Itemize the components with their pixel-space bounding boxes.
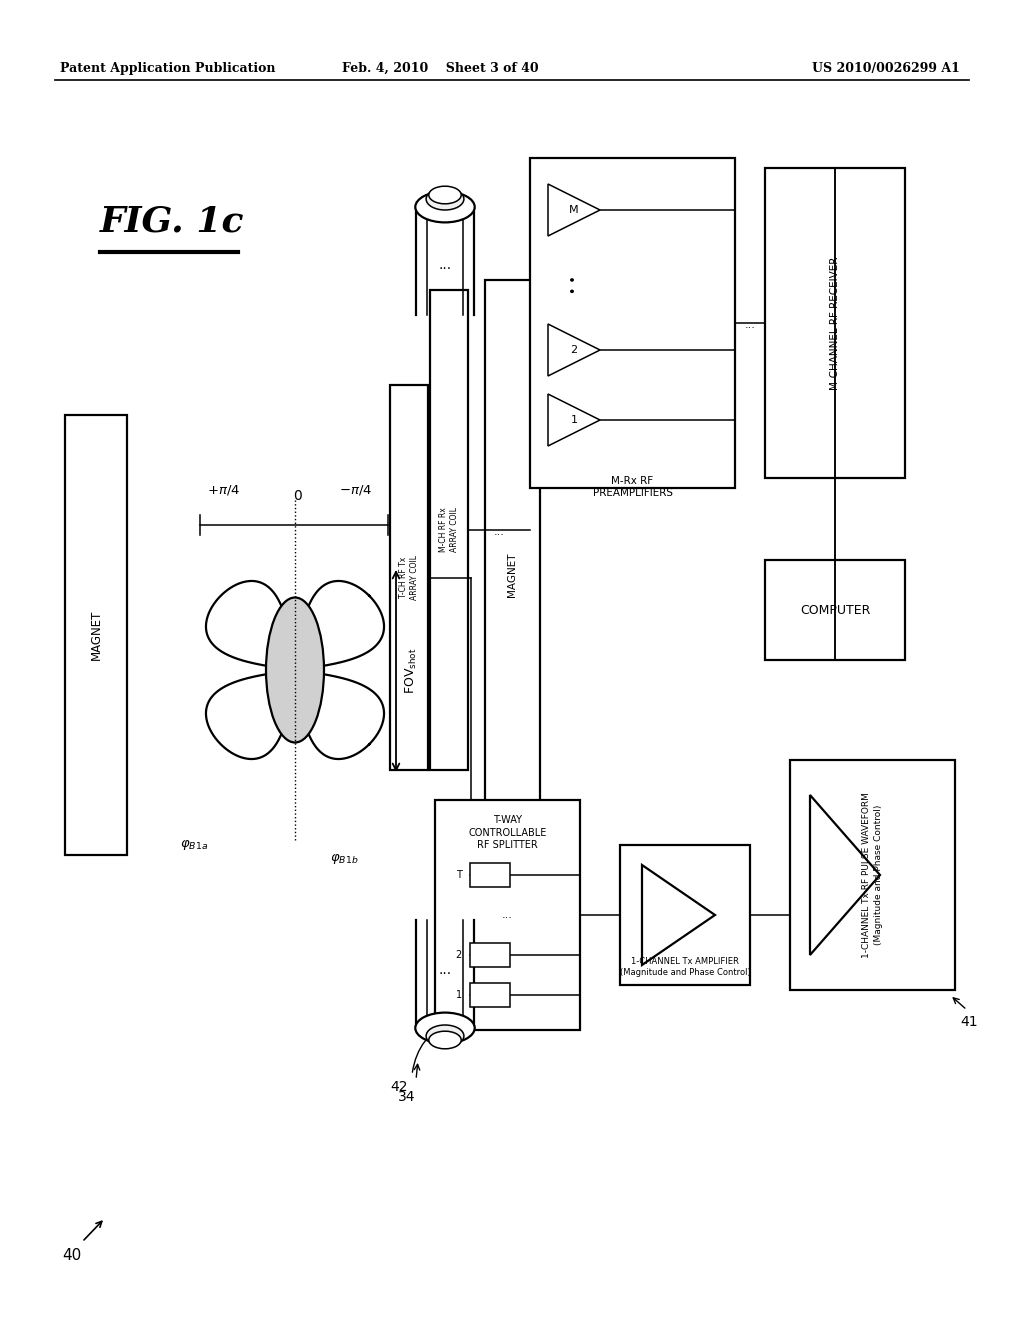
Bar [435, 800, 580, 1030]
Bar [765, 168, 905, 478]
Text: COMPUTER: COMPUTER [800, 603, 870, 616]
Bar [390, 385, 428, 770]
Bar [765, 560, 905, 660]
Text: T-WAY
CONTROLLABLE
RF SPLITTER: T-WAY CONTROLLABLE RF SPLITTER [468, 816, 547, 850]
Text: 1-CHANNEL Tx RF PULSE WAVEFORM
(Magnitude and Phase Control): 1-CHANNEL Tx RF PULSE WAVEFORM (Magnitud… [862, 792, 883, 958]
Text: FIG. 1c: FIG. 1c [100, 205, 245, 239]
Text: T-CH RF Tx
ARRAY COIL: T-CH RF Tx ARRAY COIL [399, 554, 419, 601]
Text: Feb. 4, 2010    Sheet 3 of 40: Feb. 4, 2010 Sheet 3 of 40 [342, 62, 539, 75]
Text: $0$: $0$ [293, 488, 303, 503]
Polygon shape [548, 323, 600, 376]
Text: Patent Application Publication: Patent Application Publication [60, 62, 275, 75]
Text: $\varphi_{B1a}$: $\varphi_{B1a}$ [180, 838, 208, 851]
Text: 41: 41 [961, 1015, 978, 1030]
Text: T: T [456, 870, 462, 880]
Text: 42: 42 [390, 1080, 408, 1094]
Text: ...: ... [438, 964, 452, 977]
Text: 40: 40 [62, 1247, 81, 1263]
Text: 2: 2 [570, 345, 578, 355]
Bar [470, 942, 510, 968]
Text: MAGNET: MAGNET [508, 553, 517, 597]
Bar [430, 290, 468, 770]
Text: ...: ... [438, 257, 452, 272]
Bar [530, 158, 735, 488]
Text: FOV$_{\rm shot}$: FOV$_{\rm shot}$ [404, 648, 419, 694]
Polygon shape [548, 393, 600, 446]
Text: 1-CHANNEL Tx AMPLIFIER
(Magnitude and Phase Control): 1-CHANNEL Tx AMPLIFIER (Magnitude and Ph… [620, 957, 751, 977]
Text: 2: 2 [456, 950, 462, 960]
Text: ...: ... [502, 909, 513, 920]
Text: 1: 1 [456, 990, 462, 1001]
Ellipse shape [416, 1012, 475, 1043]
Bar [485, 280, 540, 870]
Text: M: M [569, 205, 579, 215]
Ellipse shape [429, 1031, 461, 1049]
Text: M-CH RF Rx
ARRAY COIL: M-CH RF Rx ARRAY COIL [439, 507, 459, 553]
Text: ...: ... [494, 527, 505, 537]
Text: M-Rx RF
PREAMPLIFIERS: M-Rx RF PREAMPLIFIERS [593, 477, 673, 499]
Text: $+\pi/4$: $+\pi/4$ [207, 483, 241, 498]
Polygon shape [642, 865, 715, 965]
Text: 1: 1 [570, 414, 578, 425]
Text: • •: • • [568, 276, 582, 294]
Ellipse shape [426, 187, 464, 210]
Ellipse shape [429, 186, 461, 203]
Bar [65, 414, 127, 855]
Ellipse shape [416, 191, 475, 222]
Text: US 2010/0026299 A1: US 2010/0026299 A1 [812, 62, 961, 75]
Text: ...: ... [744, 319, 756, 330]
Text: MAGNET: MAGNET [89, 610, 102, 660]
Polygon shape [548, 183, 600, 236]
Text: $-\pi/4$: $-\pi/4$ [339, 483, 372, 498]
Ellipse shape [426, 1026, 464, 1047]
Bar [790, 760, 955, 990]
Bar [620, 845, 750, 985]
Bar [470, 863, 510, 887]
Polygon shape [810, 795, 880, 954]
Text: 34: 34 [397, 1090, 415, 1104]
Ellipse shape [266, 598, 324, 742]
Text: $\varphi_{B1b}$: $\varphi_{B1b}$ [330, 851, 358, 866]
Text: M-CHANNEL RF RECEIVER: M-CHANNEL RF RECEIVER [830, 256, 840, 389]
Bar [470, 983, 510, 1007]
